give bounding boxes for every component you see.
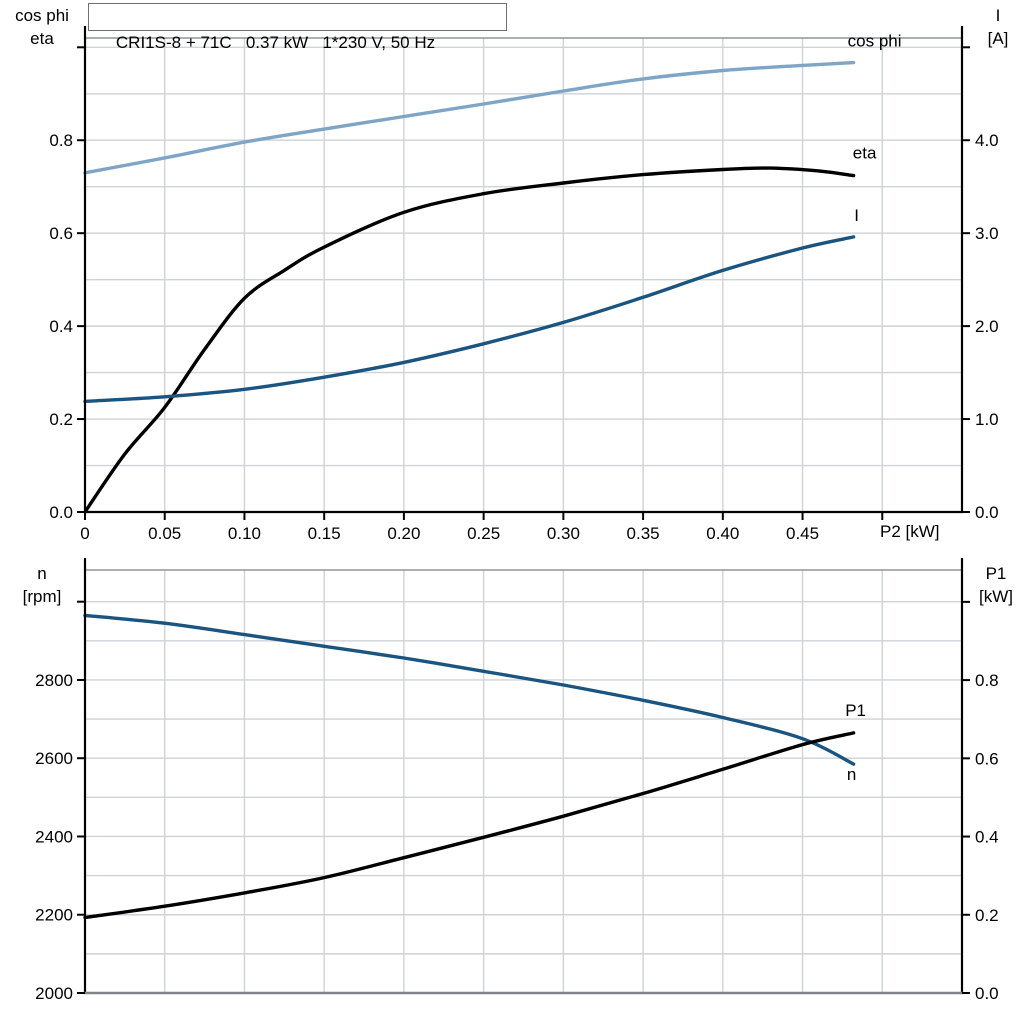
left-axis-tick-label: 2000 (35, 984, 73, 1003)
right-axis-label-line2: [A] (987, 29, 1009, 48)
left-axis-label-line1: cos phi (15, 6, 69, 25)
series-label-i: I (854, 206, 859, 225)
chart-title-text: CRI1S-8 + 71C 0.37 kW 1*230 V, 50 Hz (115, 33, 436, 52)
left-axis-tick-label: 2200 (35, 906, 73, 925)
power-axis-label-line1: P1 (985, 564, 1007, 583)
right-axis-label-line1: I (995, 6, 1001, 25)
chart-title-box: CRI1S-8 + 71C 0.37 kW 1*230 V, 50 Hz (88, 3, 507, 52)
bottom-left-axis-label: n [rpm] (4, 562, 80, 608)
series-path-p1 (83, 731, 856, 920)
top-left-axis-label: cos phi eta (4, 4, 80, 50)
left-axis-tick-label: 0.6 (49, 224, 73, 243)
x-axis-label: P2 [kW] (880, 522, 940, 541)
left-axis-tick-label: 0.0 (49, 503, 73, 522)
left-axis-tick-label: 0.2 (49, 410, 73, 429)
right-axis-tick-label: 0.4 (975, 828, 999, 847)
left-axis-label-line2: eta (30, 29, 54, 48)
x-axis-tick-label: 0.35 (627, 524, 660, 543)
speed-axis-label-line2: [rpm] (22, 587, 62, 606)
right-axis-tick-label: 0.8 (975, 671, 999, 690)
x-axis-tick-label: 0.15 (308, 524, 341, 543)
x-axis-tick-label: 0.25 (467, 524, 500, 543)
bottom-right-axis-label: P1 [kW] (970, 562, 1022, 608)
x-axis-tick-label: 0.10 (228, 524, 261, 543)
right-axis-tick-label: 0.0 (975, 503, 999, 522)
right-axis-tick-label: 2.0 (975, 317, 999, 336)
left-axis-tick-label: 0.8 (49, 131, 73, 150)
top-right-axis-label: I [A] (974, 4, 1022, 50)
left-axis-tick-label: 2600 (35, 749, 73, 768)
series-path-eta (83, 166, 856, 514)
series-path-n (83, 613, 856, 766)
right-axis-tick-label: 0.6 (975, 749, 999, 768)
right-axis-tick-label: 1.0 (975, 410, 999, 429)
left-axis-tick-label: 2400 (35, 827, 73, 846)
left-axis-tick-label: 0.4 (49, 317, 73, 336)
series-path-i (83, 235, 856, 404)
series-path-cos-phi (83, 60, 856, 175)
right-axis-tick-label: 0.2 (975, 906, 999, 925)
x-axis-tick-label: 0.40 (706, 524, 739, 543)
right-axis-tick-label: 3.0 (975, 224, 999, 243)
power-axis-label-line2: [kW] (979, 587, 1013, 606)
series-label-p1: P1 (845, 701, 866, 720)
x-axis-tick-label: 0.20 (387, 524, 420, 543)
series-label-eta: eta (853, 144, 877, 163)
left-axis-tick-label: 2800 (35, 671, 73, 690)
x-axis-tick-label: 0.45 (786, 524, 819, 543)
series-label-n: n (847, 765, 856, 784)
speed-axis-label-line1: n (37, 564, 47, 583)
right-axis-tick-label: 0.0 (975, 984, 999, 1003)
x-axis-tick-label: 0 (80, 524, 89, 543)
series-label-cos-phi: cos phi (848, 32, 902, 51)
x-axis-tick-label: 0.30 (547, 524, 580, 543)
right-axis-tick-label: 4.0 (975, 131, 999, 150)
x-axis-tick-label: 0.05 (148, 524, 181, 543)
